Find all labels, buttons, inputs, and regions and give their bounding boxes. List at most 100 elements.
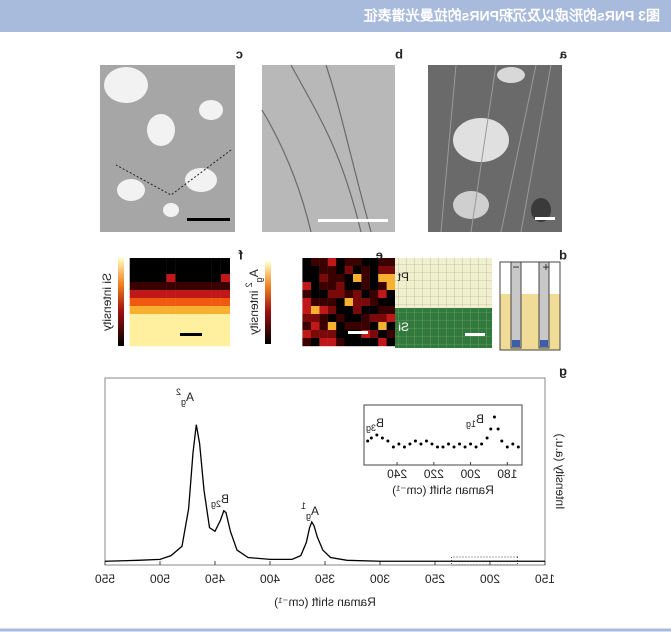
data-dot <box>500 439 504 443</box>
map-cell <box>319 258 328 267</box>
map-cell <box>327 266 337 275</box>
map-cell <box>336 338 345 347</box>
header-title: 图3 PNRs的形成以及沉积PNRs的拉曼光谱表征 <box>364 8 660 24</box>
panel-label: c <box>236 46 243 61</box>
data-dot <box>391 445 395 449</box>
map-cell <box>202 330 212 339</box>
map-cell <box>344 274 353 283</box>
data-dot <box>516 445 520 449</box>
map-cell <box>202 266 212 275</box>
map-cell <box>302 282 311 291</box>
data-dot <box>474 445 478 449</box>
map-cell <box>147 258 158 267</box>
data-dot <box>424 439 428 443</box>
map-cell <box>202 314 212 323</box>
map-cell <box>319 338 328 347</box>
map-cell <box>175 338 185 347</box>
panel-label: e <box>376 247 383 262</box>
map-cell <box>378 282 387 291</box>
map-cell <box>202 290 212 299</box>
map-cell <box>319 314 328 323</box>
map-cell <box>344 282 353 291</box>
map-cell <box>138 298 149 307</box>
map-cell <box>344 338 353 347</box>
map-cell <box>138 322 149 331</box>
label-sub: 2g <box>211 499 221 509</box>
map-cell <box>193 306 203 315</box>
map-cell <box>352 266 362 275</box>
map-cell <box>175 290 185 299</box>
map-cell <box>157 314 167 323</box>
x-tick-label: 250 <box>425 572 445 586</box>
label-base: B <box>376 416 384 430</box>
map-cell <box>302 314 311 323</box>
map-cell <box>361 298 370 307</box>
peak-label: B1g <box>466 412 484 429</box>
map-cell <box>193 338 203 347</box>
x-tick-label: 500 <box>150 572 170 586</box>
map-cell <box>166 314 176 323</box>
data-dot <box>447 442 451 446</box>
map-cell <box>193 290 203 299</box>
map-cell <box>378 322 387 331</box>
map-cell <box>175 266 185 275</box>
map-cell <box>319 274 328 283</box>
map-cell <box>147 274 158 283</box>
map-cell <box>175 274 185 283</box>
map-cell <box>166 330 176 339</box>
data-dot <box>511 442 515 446</box>
map-cell <box>147 338 158 347</box>
map-cell <box>344 298 353 307</box>
map-cell <box>378 290 387 299</box>
map-cell <box>386 258 395 267</box>
map-cell <box>129 282 139 291</box>
map-cell <box>138 306 149 315</box>
label-base: A <box>247 269 261 277</box>
map-cell <box>166 322 176 331</box>
map-cell <box>193 282 203 291</box>
label-sub: g <box>254 277 264 282</box>
map-cell <box>220 322 230 331</box>
map-cell <box>129 330 139 339</box>
schematic-d <box>395 258 561 351</box>
map-cell <box>202 338 212 347</box>
data-dot <box>492 415 496 419</box>
data-dot <box>441 445 445 449</box>
map-cell <box>147 282 158 291</box>
map-cell <box>138 258 149 267</box>
label-text: intensity <box>247 287 261 334</box>
map-cell <box>361 330 370 339</box>
map-cell <box>302 330 311 339</box>
map-cell <box>352 282 362 291</box>
raman-maps <box>129 258 395 347</box>
spectrum-line <box>104 424 545 562</box>
map-cell <box>352 338 362 347</box>
map-cell <box>147 306 158 315</box>
data-dot <box>496 427 500 431</box>
map-cell <box>211 274 221 283</box>
map-cell <box>319 298 328 307</box>
map-cell <box>166 258 176 267</box>
map-cell <box>319 330 328 339</box>
map-cell <box>129 266 139 275</box>
map-cell <box>202 258 212 267</box>
map-cell <box>369 282 379 291</box>
peak-label: B3g <box>366 416 384 433</box>
map-cell <box>202 306 212 315</box>
map-cell <box>220 306 230 315</box>
map-cell <box>352 330 362 339</box>
map-cell <box>220 274 230 283</box>
map-cell <box>352 290 362 299</box>
map-cell <box>211 290 221 299</box>
peak-label: B2g <box>211 492 229 509</box>
map-cell <box>361 258 370 267</box>
map-cell <box>386 314 395 323</box>
map-cell <box>369 338 379 347</box>
map-cell <box>166 266 176 275</box>
map-cell <box>166 282 176 291</box>
peak-label: Ag2 <box>176 387 194 407</box>
map-cell <box>147 298 158 307</box>
map-cell <box>336 314 345 323</box>
data-dot <box>485 436 489 440</box>
data-dot <box>469 442 473 446</box>
